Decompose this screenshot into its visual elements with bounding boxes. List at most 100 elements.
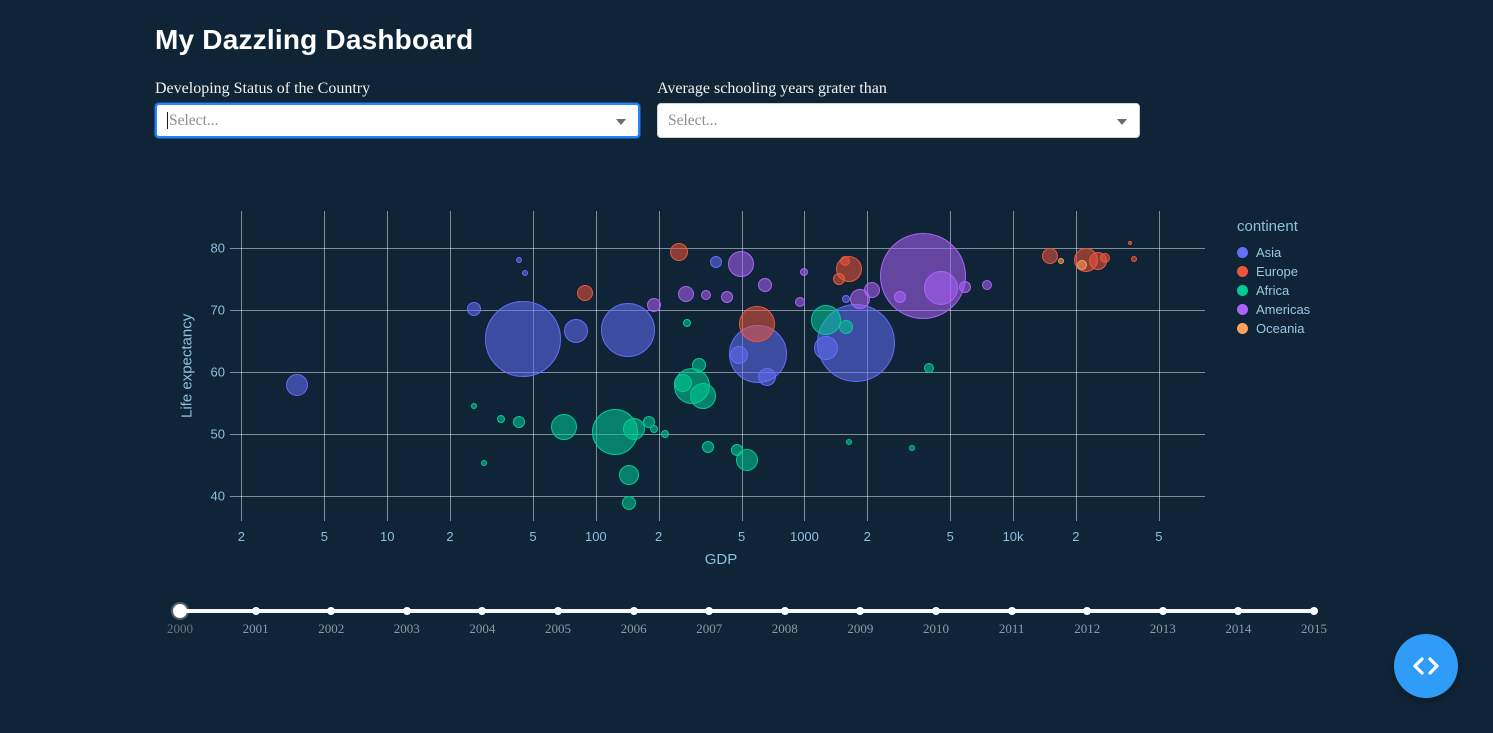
bubble-africa[interactable]: [702, 440, 715, 453]
bubble-europe[interactable]: [1100, 253, 1111, 264]
bubble-africa[interactable]: [618, 465, 639, 486]
slider-dot-2003[interactable]: [402, 607, 411, 615]
bubble-africa[interactable]: [923, 362, 934, 373]
bubble-africa[interactable]: [730, 444, 743, 457]
chevron-down-icon[interactable]: [616, 118, 626, 125]
developing-status-dropdown[interactable]: Select...: [155, 103, 640, 138]
slider-dot-2008[interactable]: [780, 607, 789, 615]
bubble-asia[interactable]: [563, 319, 588, 344]
bubble-africa[interactable]: [674, 373, 693, 392]
slider-dot-2010[interactable]: [932, 607, 940, 615]
slider-mark-label-2003[interactable]: 2003: [393, 621, 420, 636]
bubble-americas[interactable]: [924, 270, 959, 305]
bubble-africa[interactable]: [838, 319, 853, 334]
slider-dot-2015[interactable]: [1310, 607, 1318, 615]
bubble-americas[interactable]: [894, 291, 907, 304]
bubble-asia[interactable]: [601, 303, 656, 358]
slider-mark-label-2013[interactable]: 2013: [1149, 621, 1176, 636]
plot-area[interactable]: 2 5 10 2 5 100 2 5 1000 2 5 10k 2 5 40 50 60 70 80: [211, 211, 1205, 544]
bubble-europe[interactable]: [738, 305, 775, 342]
slider-dot-2013[interactable]: [1158, 607, 1167, 615]
bubble-asia[interactable]: [485, 301, 562, 378]
slider-dot-2007[interactable]: [705, 607, 714, 615]
bubble-asia[interactable]: [842, 295, 851, 304]
bubble-oceania[interactable]: [1076, 259, 1087, 270]
bubble-europe[interactable]: [1041, 248, 1058, 265]
slider-mark-label-2012[interactable]: 2012: [1074, 621, 1101, 636]
bubble-americas[interactable]: [646, 297, 661, 312]
bubble-africa[interactable]: [845, 439, 852, 446]
bubble-oceania[interactable]: [1058, 258, 1065, 265]
bubble-asia[interactable]: [522, 270, 529, 276]
bubble-americas[interactable]: [794, 297, 805, 308]
bubble-americas[interactable]: [721, 290, 734, 303]
slider-dot-2014[interactable]: [1234, 607, 1243, 615]
bubble-americas[interactable]: [800, 268, 809, 277]
bubble-africa[interactable]: [811, 305, 842, 336]
slider-dot-2005[interactable]: [554, 607, 562, 615]
bubble-americas[interactable]: [728, 251, 755, 278]
legend-item-americas[interactable]: Americas: [1237, 300, 1310, 319]
bubble-asia[interactable]: [814, 336, 839, 361]
slider-dot-2006[interactable]: [629, 607, 638, 615]
bubble-americas[interactable]: [677, 286, 694, 303]
slider-mark-label-2014[interactable]: 2014: [1225, 621, 1252, 636]
slider-mark-label-2011[interactable]: 2011: [998, 621, 1025, 636]
chevron-down-icon[interactable]: [1117, 118, 1127, 125]
slider-dot-2001[interactable]: [251, 607, 260, 615]
dropdown-value-area[interactable]: Select...: [157, 105, 638, 136]
bubble-africa[interactable]: [470, 403, 477, 410]
bubble-africa[interactable]: [480, 460, 487, 467]
slider-mark-label-2015[interactable]: 2015: [1301, 621, 1327, 636]
bubble-africa[interactable]: [622, 496, 637, 511]
bubble-africa[interactable]: [683, 318, 692, 327]
bubble-africa[interactable]: [692, 357, 707, 372]
legend-item-oceania[interactable]: Oceania: [1237, 319, 1310, 338]
bubble-asia[interactable]: [729, 345, 748, 364]
legend-item-europe[interactable]: Europe: [1237, 262, 1310, 281]
year-slider[interactable]: 2000 2001 2002 2003 2004 2005 2006 2007 2008 2009…: [167, 604, 1327, 647]
bubble-europe[interactable]: [577, 285, 594, 302]
bubble-europe[interactable]: [1128, 241, 1133, 246]
schooling-years-dropdown[interactable]: Select...: [657, 103, 1140, 138]
dropdown-value-area[interactable]: Select...: [658, 104, 1139, 137]
bubble-americas[interactable]: [757, 278, 772, 293]
slider-dot-2009[interactable]: [856, 607, 865, 615]
slider-track[interactable]: [180, 609, 1314, 613]
bubble-europe[interactable]: [670, 242, 689, 261]
slider-mark-label-2000[interactable]: 2000: [167, 621, 193, 636]
bubble-asia[interactable]: [516, 256, 523, 263]
slider-mark-label-2001[interactable]: 2001: [242, 621, 269, 636]
bubble-africa[interactable]: [513, 416, 526, 429]
legend-item-asia[interactable]: Asia: [1237, 243, 1310, 262]
slider-dot-2011[interactable]: [1007, 607, 1016, 615]
slider-mark-label-2006[interactable]: 2006: [620, 621, 647, 636]
legend-item-africa[interactable]: Africa: [1237, 281, 1310, 300]
bubble-africa[interactable]: [690, 382, 717, 409]
bubble-europe[interactable]: [1131, 256, 1138, 263]
bubble-africa[interactable]: [622, 418, 645, 441]
bubble-americas[interactable]: [701, 289, 712, 300]
slider-mark-label-2008[interactable]: 2008: [771, 621, 798, 636]
bubble-asia[interactable]: [466, 301, 481, 316]
slider-handle[interactable]: [173, 604, 187, 618]
bubble-asia[interactable]: [286, 374, 309, 397]
slider-dot-2012[interactable]: [1083, 607, 1092, 615]
bubble-asia[interactable]: [710, 255, 723, 268]
bubble-africa[interactable]: [661, 429, 670, 438]
slider-mark-label-2007[interactable]: 2007: [696, 621, 723, 636]
slider-dot-2002[interactable]: [327, 607, 336, 615]
bubble-europe[interactable]: [832, 272, 845, 285]
bubble-americas[interactable]: [959, 281, 972, 294]
slider-mark-label-2005[interactable]: 2005: [545, 621, 571, 636]
slider-mark-label-2004[interactable]: 2004: [469, 621, 496, 636]
bubble-africa[interactable]: [649, 424, 658, 433]
bubble-africa[interactable]: [496, 414, 505, 423]
bubble-africa[interactable]: [908, 445, 915, 452]
slider-mark-label-2010[interactable]: 2010: [923, 621, 949, 636]
bubble-asia[interactable]: [757, 367, 776, 386]
bubble-africa[interactable]: [550, 414, 577, 441]
bubble-americas[interactable]: [982, 279, 992, 290]
slider-dot-2004[interactable]: [478, 607, 487, 615]
dash-debug-menu-button[interactable]: [1394, 634, 1458, 698]
